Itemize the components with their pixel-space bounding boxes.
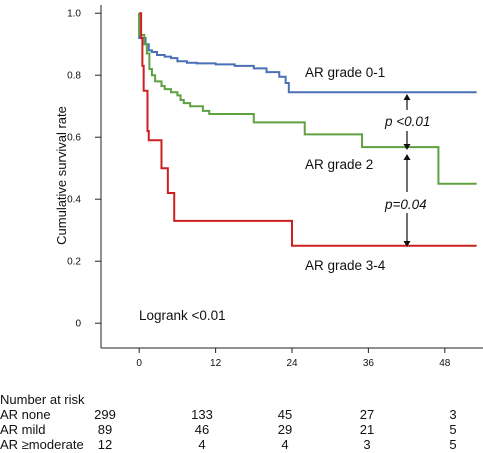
risk-value: 5 [449,422,457,437]
risk-value: 89 [97,422,113,437]
risk-value: 299 [94,407,116,422]
risk-value: 12 [97,437,113,452]
survival-curve-grade-2 [138,13,477,185]
x-tick-label: 48 [439,358,451,369]
curve-label: AR grade 3-4 [305,258,386,273]
risk-value: 27 [359,407,375,422]
survival-chart: 00.20.40.60.81.0012243648Follow-up in mo… [54,5,483,369]
risk-table-title: Number at risk [0,392,85,407]
risk-value: 4 [281,437,289,452]
p-value-top: p <0.01 [384,114,430,129]
risk-value: 3 [449,407,457,422]
y-axis-title: Cumulative survival rate [54,106,69,245]
x-tick-label: 24 [286,358,298,369]
y-tick-label: 0.6 [67,133,81,144]
p-arrow-head [403,144,411,150]
x-tick-label: 12 [210,358,222,369]
curve-label: AR grade 0-1 [305,65,385,80]
logrank-label: Logrank <0.01 [139,308,226,323]
risk-row-label-ar-none: AR none [0,407,51,422]
risk-value: 5 [449,437,457,452]
risk-value: 29 [277,422,293,437]
risk-row-label-ar-moderate: AR ≥moderate [0,437,84,452]
y-tick-label: 0.2 [67,257,81,268]
risk-value: 45 [277,407,293,422]
x-tick-label: 36 [363,358,375,369]
risk-value: 3 [363,437,371,452]
risk-row-label-ar-mild: AR mild [0,422,46,437]
p-arrow-head [403,241,411,247]
curve-label: AR grade 2 [305,157,373,172]
y-tick-label: 1.0 [67,9,81,20]
y-tick-label: 0.8 [67,71,81,82]
risk-value: 133 [191,407,213,422]
y-tick-label: 0.4 [67,195,81,206]
p-value-bottom: p=0.04 [384,197,427,212]
survival-curve-grade-0-1 [138,13,477,94]
risk-value: 46 [194,422,210,437]
risk-value: 4 [198,437,206,452]
risk-value: 21 [359,422,375,437]
p-arrow-head [403,154,411,160]
x-tick-label: 0 [136,358,142,369]
y-tick-label: 0 [75,319,81,330]
p-arrow-head [403,94,411,100]
survival-curve-grade-3-4 [139,12,477,247]
